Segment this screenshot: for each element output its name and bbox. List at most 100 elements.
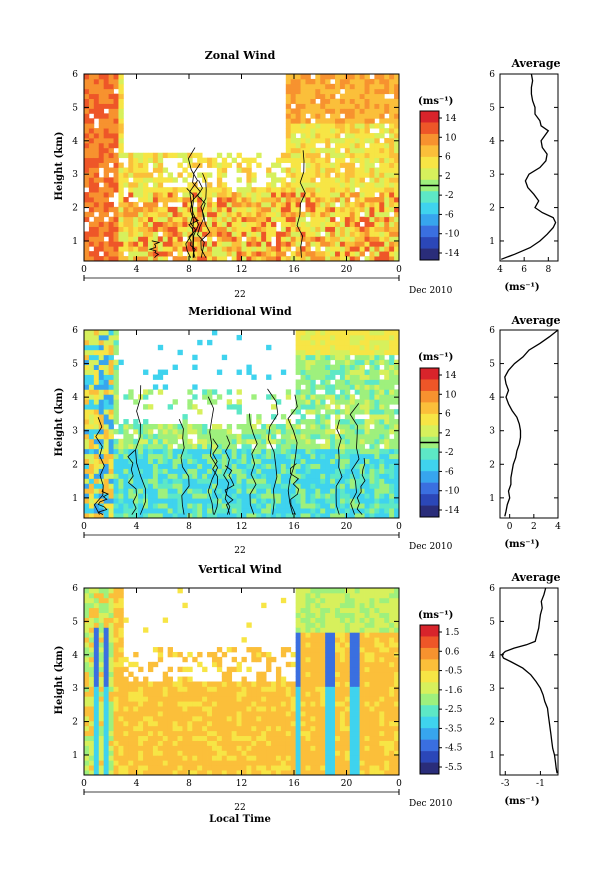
heatmap-cell: [147, 172, 154, 178]
heatmap-cell: [285, 706, 292, 712]
heatmap-cell: [364, 246, 370, 252]
heatmap-cell: [93, 740, 100, 746]
heatmap-cell: [221, 251, 228, 257]
heatmap-cell: [310, 349, 316, 356]
heatmap-cell: [123, 508, 129, 514]
heatmap-cell: [108, 424, 114, 430]
heatmap-cell: [256, 730, 262, 737]
heatmap-cell: [354, 389, 361, 395]
heatmap-cell: [162, 246, 169, 252]
heatmap-cell: [167, 458, 173, 464]
heatmap-cell: [271, 394, 277, 400]
heatmap-cell: [207, 206, 213, 213]
heatmap-cell: [192, 187, 198, 193]
heatmap-cell: [266, 701, 272, 707]
heatmap-cell: [325, 201, 331, 208]
heatmap-cell: [93, 443, 100, 450]
heatmap-cell: [103, 98, 110, 104]
heatmap-cell: [138, 493, 144, 499]
heatmap-cell: [251, 251, 257, 257]
zero-contour: [93, 385, 366, 515]
heatmap-cell: [325, 197, 331, 203]
heatmap-cell: [113, 740, 119, 746]
heatmap-cell: [295, 508, 301, 514]
heatmap-cell: [339, 389, 346, 395]
heatmap-cell: [157, 483, 164, 489]
heatmap-cell: [143, 715, 149, 722]
heatmap-cell: [295, 330, 301, 336]
heatmap-cell: [389, 359, 395, 366]
heatmap-cell: [113, 334, 119, 341]
heatmap-cell: [280, 448, 287, 455]
heatmap-cell: [108, 617, 114, 623]
heatmap-cell: [207, 433, 213, 440]
heatmap-cell: [143, 424, 149, 430]
heatmap-cell: [128, 681, 134, 687]
heatmap-cell: [285, 755, 292, 761]
heatmap-cell: [187, 770, 193, 776]
heatmap-cell: [197, 448, 203, 455]
heatmap-cell: [320, 637, 326, 643]
heatmap-cell: [84, 334, 90, 341]
heatmap-cell: [330, 177, 336, 183]
heatmap-cell: [394, 182, 400, 188]
heatmap-cell: [93, 503, 100, 509]
heatmap-cell: [354, 128, 361, 134]
heatmap-cell: [113, 177, 119, 183]
heatmap-cell: [256, 701, 262, 707]
heatmap-cell: [88, 142, 95, 149]
heatmap-cell: [202, 696, 208, 702]
heatmap-cell: [172, 478, 178, 484]
heatmap-cell: [266, 192, 272, 198]
heatmap-cell: [339, 118, 346, 124]
heatmap-cell: [226, 770, 233, 776]
heatmap-cell: [93, 389, 100, 395]
heatmap-cell: [172, 226, 178, 232]
heatmap-cell: [330, 433, 336, 440]
heatmap-cell: [271, 730, 277, 737]
heatmap-cell: [280, 438, 287, 445]
heatmap-cell: [177, 473, 183, 479]
heatmap-cell: [330, 152, 336, 159]
heatmap-cell: [108, 128, 114, 134]
heatmap-cell: [157, 438, 164, 445]
heatmap-cell: [369, 399, 375, 405]
colorbar-swatch: [420, 368, 439, 380]
heatmap-cell: [335, 463, 341, 469]
colorbar-swatch: [420, 122, 439, 135]
colorbar-tick-label: -6: [445, 210, 454, 220]
heatmap-cell: [84, 750, 90, 756]
heatmap-cell: [162, 167, 169, 173]
heatmap-cell: [216, 394, 223, 400]
heatmap-cell: [295, 369, 301, 375]
heatmap-cell: [394, 123, 400, 129]
heatmap-cell: [354, 221, 361, 227]
heatmap-cell: [98, 696, 105, 702]
heatmap-cell: [84, 448, 90, 455]
heatmap-cell: [118, 632, 124, 638]
heatmap-cell: [143, 419, 149, 425]
heatmap-cell: [389, 74, 395, 80]
heatmap-cell: [300, 364, 306, 370]
heatmap-cell: [246, 750, 252, 756]
heatmap-cell: [344, 438, 351, 445]
heatmap-cell: [374, 478, 380, 484]
heatmap-cell: [261, 478, 267, 484]
heatmap-cell: [364, 182, 370, 188]
heatmap-cell: [162, 493, 169, 499]
heatmap-cell: [187, 691, 193, 697]
heatmap-cell: [394, 508, 400, 514]
heatmap-cell: [152, 157, 159, 163]
heatmap-cell: [123, 453, 129, 460]
heatmap-cell: [315, 720, 321, 727]
heatmap-cell: [143, 750, 149, 756]
heatmap-cell: [123, 503, 129, 509]
heatmap-cell: [88, 760, 95, 766]
heatmap-cell: [389, 216, 395, 223]
heatmap-cell: [256, 671, 262, 677]
heatmap-cell: [103, 755, 110, 761]
heatmap-cell: [315, 691, 321, 697]
heatmap-cell: [207, 192, 213, 198]
heatmap-cell: [379, 419, 385, 425]
heatmap-cell: [221, 755, 228, 761]
